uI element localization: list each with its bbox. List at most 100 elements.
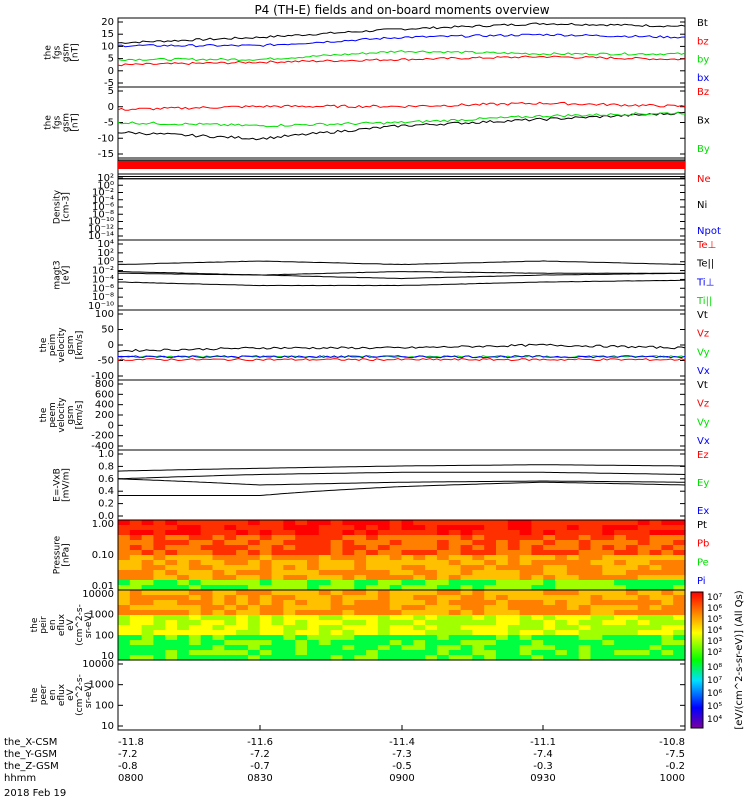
spectrogram-cell <box>188 620 202 626</box>
spectrogram-cell <box>342 550 355 556</box>
spectrogram-cell <box>389 550 403 556</box>
spectrogram-cell <box>307 545 320 551</box>
spectrogram-cell <box>271 615 284 621</box>
spectrogram-cell <box>614 595 627 601</box>
spectrogram-cell <box>590 610 603 616</box>
legend-item: Npot <box>697 226 721 237</box>
spectrogram-cell <box>295 580 308 586</box>
spectrogram-cell <box>212 655 225 661</box>
spectrogram-cell <box>307 640 320 646</box>
spectrogram-cell <box>129 550 143 556</box>
spectrogram-cell <box>448 600 462 606</box>
spectrogram-cell <box>555 640 568 646</box>
spectrogram-cell <box>661 565 674 571</box>
spectrogram-cell <box>129 645 143 651</box>
spectrogram-cell <box>141 605 155 611</box>
spectrogram-cell <box>472 520 485 526</box>
y-tick-label: -200 <box>91 431 114 442</box>
spectrogram-cell <box>247 555 261 561</box>
spectrogram-cell <box>614 540 627 546</box>
legend-item: Pt <box>697 520 707 531</box>
spectrogram-cell <box>637 625 651 631</box>
spectrogram-cell <box>436 595 450 601</box>
spectrogram-cell <box>366 520 379 526</box>
spectrogram-cell <box>354 585 367 591</box>
spectrogram-cell <box>460 610 473 616</box>
spectrogram-cell <box>673 620 686 626</box>
spectrogram-cell <box>283 605 296 611</box>
spectrogram-cell <box>472 535 485 541</box>
spectrogram-cell <box>259 630 273 636</box>
spectrogram-cell <box>649 555 662 561</box>
spectrogram-cell <box>555 595 568 601</box>
spectrogram-cell <box>625 570 639 576</box>
spectrogram-cell <box>212 650 225 656</box>
spectrogram-cell <box>283 530 296 536</box>
spectrogram-cell <box>283 640 296 646</box>
spectrogram-cell <box>531 655 544 661</box>
spectrogram-cell <box>307 610 320 616</box>
spectrogram-cell <box>673 615 686 621</box>
spectrogram-cell <box>566 630 580 636</box>
spectrogram-cell <box>566 640 580 646</box>
spectrogram-cell <box>354 550 367 556</box>
spectrogram-cell <box>578 645 592 651</box>
y-tick-label: 10² <box>97 248 114 259</box>
spectrogram-cell <box>401 605 414 611</box>
spectrogram-cell <box>247 615 261 621</box>
spectrogram-cell <box>507 620 521 626</box>
spectrogram-cell <box>625 575 639 581</box>
spectrogram-cell <box>602 595 615 601</box>
legend-item: Vz <box>697 399 709 410</box>
spectrogram-cell <box>153 640 166 646</box>
spectrogram-cell <box>566 580 580 586</box>
spectrogram-cell <box>566 650 580 656</box>
spectrogram-cell <box>224 560 237 566</box>
spectrogram-cell <box>141 590 155 596</box>
spectrogram-cell <box>153 630 166 636</box>
spectrogram-cell <box>283 595 296 601</box>
spectrogram-cell <box>330 605 344 611</box>
spectrogram-cell <box>236 520 249 526</box>
spectrogram-cell <box>259 650 273 656</box>
spectrogram-cell <box>318 550 332 556</box>
spectrogram-cell <box>259 590 273 596</box>
spectrogram-cell <box>271 590 284 596</box>
spectrogram-cell <box>578 525 592 531</box>
series-bx <box>117 33 686 48</box>
spectrogram-cell <box>247 640 261 646</box>
spectrogram-cell <box>519 635 533 641</box>
spectrogram-cell <box>212 550 225 556</box>
spectrogram-cell <box>283 520 296 526</box>
spectrogram-cell <box>637 595 651 601</box>
spectrogram-cell <box>425 620 438 626</box>
spectrogram-cell <box>590 655 603 661</box>
spectrogram-cell <box>389 585 403 591</box>
spectrogram-cell <box>484 560 497 566</box>
spectrogram-cell <box>200 585 214 591</box>
spectrogram-cell <box>224 630 237 636</box>
spectrogram-cell <box>401 630 414 636</box>
spectrogram-cell <box>271 540 284 546</box>
spectrogram-cell <box>649 550 662 556</box>
spectrogram-cell <box>625 650 639 656</box>
y-tick-label: -5 <box>104 118 114 129</box>
spectrogram-cell <box>342 565 355 571</box>
spectrogram-cell <box>413 570 426 576</box>
spectrogram-cell <box>531 595 544 601</box>
spectrogram-cell <box>377 610 391 616</box>
spectrogram-cell <box>295 530 308 536</box>
spectrogram-cell <box>200 625 214 631</box>
spectrogram-cell <box>436 575 450 581</box>
spectrogram-cell <box>377 595 391 601</box>
spectrogram-cell <box>247 530 261 536</box>
spectrogram-cell <box>200 595 214 601</box>
spectrogram-cell <box>590 520 603 526</box>
spectrogram-cell <box>118 575 131 581</box>
spectrogram-cell <box>484 595 497 601</box>
spectrogram-cell <box>200 645 214 651</box>
spectrogram-cell <box>614 620 627 626</box>
spectrogram-cell <box>366 535 379 541</box>
spectrogram-cell <box>165 610 178 616</box>
